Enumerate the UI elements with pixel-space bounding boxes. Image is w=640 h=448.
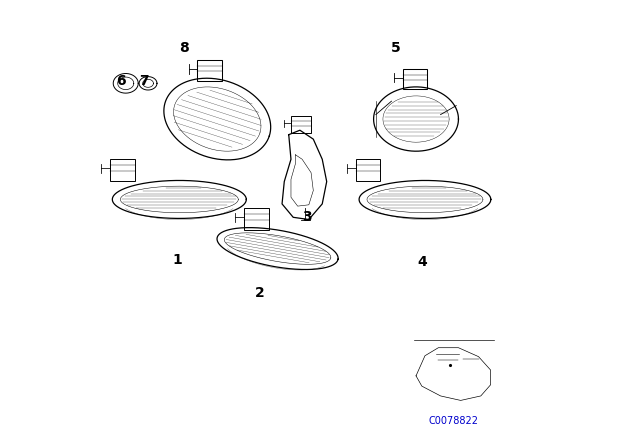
Bar [197, 60, 221, 81]
Bar [403, 69, 427, 90]
Text: 1: 1 [172, 253, 182, 267]
Text: 3: 3 [302, 210, 312, 224]
Text: 5: 5 [391, 41, 401, 55]
Bar [110, 159, 134, 181]
Bar [291, 116, 311, 134]
Text: 2: 2 [255, 286, 264, 300]
Bar [356, 159, 380, 181]
Text: C0078822: C0078822 [429, 415, 479, 426]
Text: 4: 4 [418, 255, 428, 269]
Text: 6: 6 [116, 74, 126, 88]
Text: 8: 8 [179, 41, 189, 55]
Bar [244, 208, 269, 230]
Text: 7: 7 [139, 74, 148, 88]
